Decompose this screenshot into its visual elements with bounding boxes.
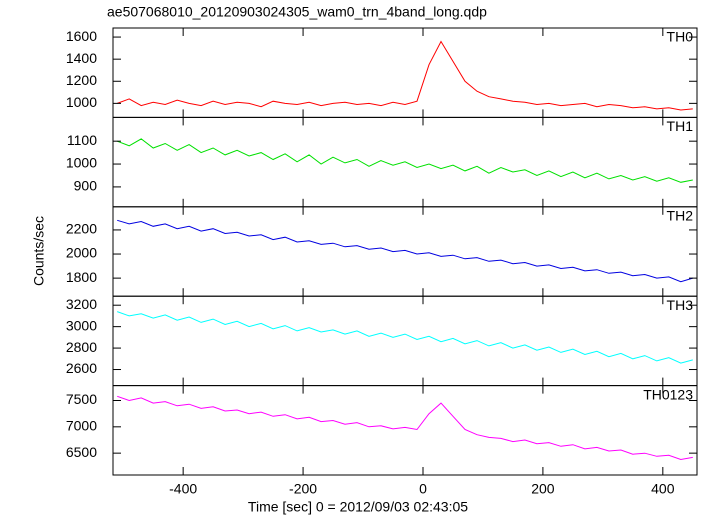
y-tick-label: 1100: [67, 132, 97, 148]
series-line: [117, 138, 693, 183]
y-tick-label: 3200: [66, 296, 97, 312]
x-tick-label: -400: [169, 481, 197, 497]
series-line: [117, 311, 693, 364]
x-tick-label: 0: [419, 481, 427, 497]
panel-label: TH0: [667, 29, 694, 45]
y-tick-label: 2000: [66, 245, 97, 261]
y-tick-label: 1800: [66, 269, 97, 285]
x-axis-label: Time [sec] 0 = 2012/09/03 02:43:05: [248, 499, 468, 515]
panel-label: TH2: [667, 208, 694, 224]
y-tick-label: 1000: [66, 155, 97, 171]
y-tick-label: 1200: [66, 72, 97, 88]
series-line: [117, 40, 693, 111]
series-line: [117, 395, 693, 461]
panel-frame: [112, 295, 698, 387]
y-tick-label: 2600: [66, 360, 97, 376]
panel-frame: [112, 206, 698, 297]
chart-title: ae507068010_20120903024305_wam0_trn_4ban…: [107, 4, 487, 20]
y-tick-label: 1400: [66, 50, 97, 66]
panel-label: TH0123: [643, 386, 693, 402]
series-line: [117, 219, 693, 283]
panel-label: TH1: [667, 118, 694, 134]
y-tick-label: 1000: [66, 94, 97, 110]
y-tick-label: 7500: [66, 391, 97, 407]
y-tick-label: 7000: [66, 418, 97, 434]
y-axis-label: Counts/sec: [31, 216, 47, 286]
panel-label: TH3: [667, 297, 694, 313]
y-tick-label: 6500: [66, 444, 97, 460]
y-tick-label: 3000: [66, 317, 97, 333]
x-tick-label: 200: [531, 481, 555, 497]
panel-frame: [112, 385, 698, 476]
y-tick-label: 1600: [66, 28, 97, 44]
x-tick-label: 400: [651, 481, 675, 497]
y-tick-label: 2800: [66, 339, 97, 355]
y-tick-label: 900: [74, 178, 98, 194]
x-tick-label: -200: [289, 481, 317, 497]
y-tick-label: 2200: [66, 221, 97, 237]
